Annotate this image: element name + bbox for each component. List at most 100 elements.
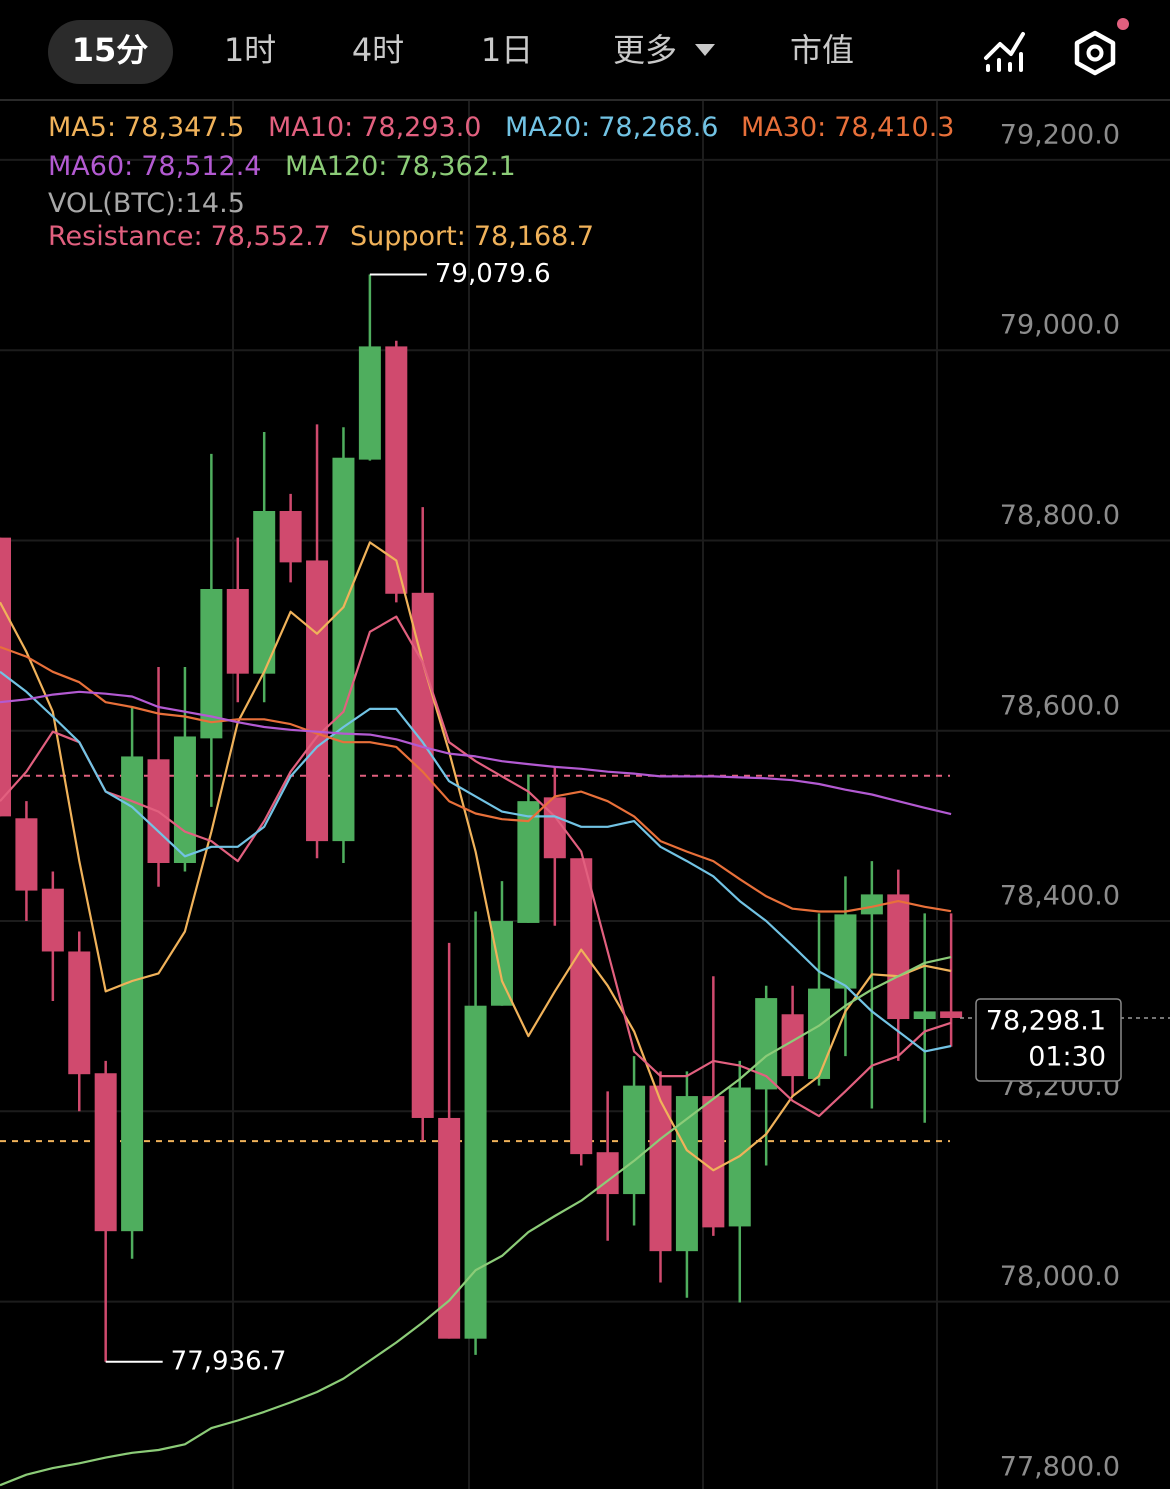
timeframe-tab[interactable]: 更多: [613, 31, 715, 69]
candle-body: [94, 1073, 117, 1232]
extreme-label: 79,079.6: [435, 259, 551, 289]
candle-body: [570, 858, 593, 1155]
indicator-legend: MA5: 78,347.5 MA10: 78,293.0 MA20: 78,268.6 MA…: [48, 112, 954, 252]
candle-body: [517, 801, 540, 923]
candle-body: [332, 457, 355, 842]
tab-label: 更多: [613, 31, 677, 69]
indicator-value: 78,293.0: [361, 112, 481, 143]
toolbar: 15分 1时 4时 1日 更多 市值: [0, 0, 1170, 101]
indicator-name: MA10:: [268, 112, 353, 143]
dropdown-arrow: [695, 44, 715, 56]
candle-body: [860, 894, 883, 915]
indicator-value: 78,168.7: [474, 221, 594, 252]
candle-body: [279, 510, 302, 563]
indicator-item: MA60: 78,512.4: [48, 151, 261, 182]
y-tick-label: 78,800.0: [1000, 500, 1120, 531]
plot: [0, 274, 963, 1487]
icon-hexagon: [1074, 30, 1116, 76]
candle-body: [887, 894, 910, 1020]
candle-body: [173, 736, 196, 863]
candle-body: [808, 988, 831, 1079]
indicator-name: MA120:: [285, 151, 387, 182]
timeframe-tab[interactable]: 1日: [481, 31, 533, 69]
candle-body: [623, 1085, 646, 1195]
tab-label: 市值: [790, 31, 854, 69]
candle-body: [675, 1096, 698, 1252]
y-tick-label: 77,800.0: [1000, 1451, 1120, 1482]
candle-body: [464, 1005, 487, 1339]
settings-icon[interactable]: [1074, 18, 1129, 76]
indicator-item: MA20: 78,268.6: [505, 112, 718, 143]
candle-body: [226, 589, 249, 674]
tag-box: [975, 998, 1122, 1082]
icon-line: [984, 32, 1025, 60]
candle-body: [41, 888, 64, 952]
candle-body: [358, 346, 381, 460]
timeframe-tab[interactable]: 4时: [352, 31, 404, 69]
tab-label: 1日: [481, 31, 533, 69]
candle-body: [200, 589, 223, 739]
ma-line: [0, 541, 952, 1172]
candle-body: [411, 592, 434, 1118]
ma-line: [0, 690, 952, 816]
indicator-name: MA20:: [505, 112, 590, 143]
indicator-value: 78,347.5: [124, 112, 244, 143]
timeframe-tab[interactable]: 市值: [790, 31, 854, 69]
ma-line: [0, 615, 952, 1118]
indicator-value: 78,362.1: [395, 151, 515, 182]
indicator-item: MA30: 78,410.3: [741, 112, 954, 143]
indicator-value: 78,268.6: [598, 112, 718, 143]
overlay: 77,800.078,000.078,200.078,400.078,600.0…: [48, 112, 1170, 1482]
toolbar-bg: [0, 0, 1170, 100]
candle-body: [15, 818, 38, 891]
timeframe-tab[interactable]: 1时: [224, 31, 276, 69]
indicator-name: MA5:: [48, 112, 116, 143]
indicator-item: MA120: 78,362.1: [285, 151, 516, 182]
candle-body: [68, 951, 91, 1075]
tab-selected-bg: [48, 20, 173, 84]
candle-body: [438, 1117, 461, 1339]
indicator-value: 14.5: [185, 188, 245, 219]
candle-body: [121, 756, 144, 1232]
indicator-name: Resistance:: [48, 221, 203, 252]
timeframe-tab[interactable]: 15分: [48, 20, 173, 84]
indicator-name: VOL(BTC):: [48, 188, 185, 219]
y-tick-label: 78,000.0: [1000, 1261, 1120, 1292]
candle-body: [385, 346, 408, 594]
indicator-item: Resistance: 78,552.7: [48, 221, 331, 252]
candle-body: [913, 1011, 936, 1020]
indicator-name: Support:: [350, 221, 466, 252]
extreme-label: 77,936.7: [171, 1346, 287, 1376]
tab-label: 4时: [352, 31, 404, 69]
indicator-item: VOL(BTC):14.5: [48, 188, 245, 219]
candle-body: [781, 1014, 804, 1077]
tab-label: 1时: [224, 31, 276, 69]
grid: [0, 100, 1170, 1489]
candle-body: [940, 1011, 963, 1018]
notification-dot: [1117, 18, 1129, 30]
ma-line: [0, 956, 952, 1487]
y-tick-label: 79,000.0: [1000, 310, 1120, 341]
last-price-label: 78,298.1: [986, 1005, 1106, 1036]
indicator-name: MA60:: [48, 151, 133, 182]
ma-line: [0, 670, 952, 1053]
y-tick-label: 78,400.0: [1000, 881, 1120, 912]
indicator-value: 78,512.4: [141, 151, 261, 182]
candle-body: [253, 510, 276, 674]
ma-line: [0, 645, 952, 913]
icon-center: [1086, 44, 1104, 62]
indicator-item: MA5: 78,347.5: [48, 112, 244, 143]
candle-body: [755, 998, 778, 1090]
countdown-label: 01:30: [1028, 1041, 1106, 1072]
indicator-item: MA10: 78,293.0: [268, 112, 481, 143]
indicator-value: 78,410.3: [834, 112, 954, 143]
candle-body: [306, 560, 329, 842]
y-tick-label: 79,200.0: [1000, 119, 1120, 150]
indicator-item: Support: 78,168.7: [350, 221, 594, 252]
chart-style-icon[interactable]: [984, 32, 1025, 72]
indicator-value: 78,552.7: [211, 221, 331, 252]
indicator-name: MA30:: [741, 112, 826, 143]
candle-body: [702, 1096, 725, 1228]
y-tick-label: 78,600.0: [1000, 690, 1120, 721]
